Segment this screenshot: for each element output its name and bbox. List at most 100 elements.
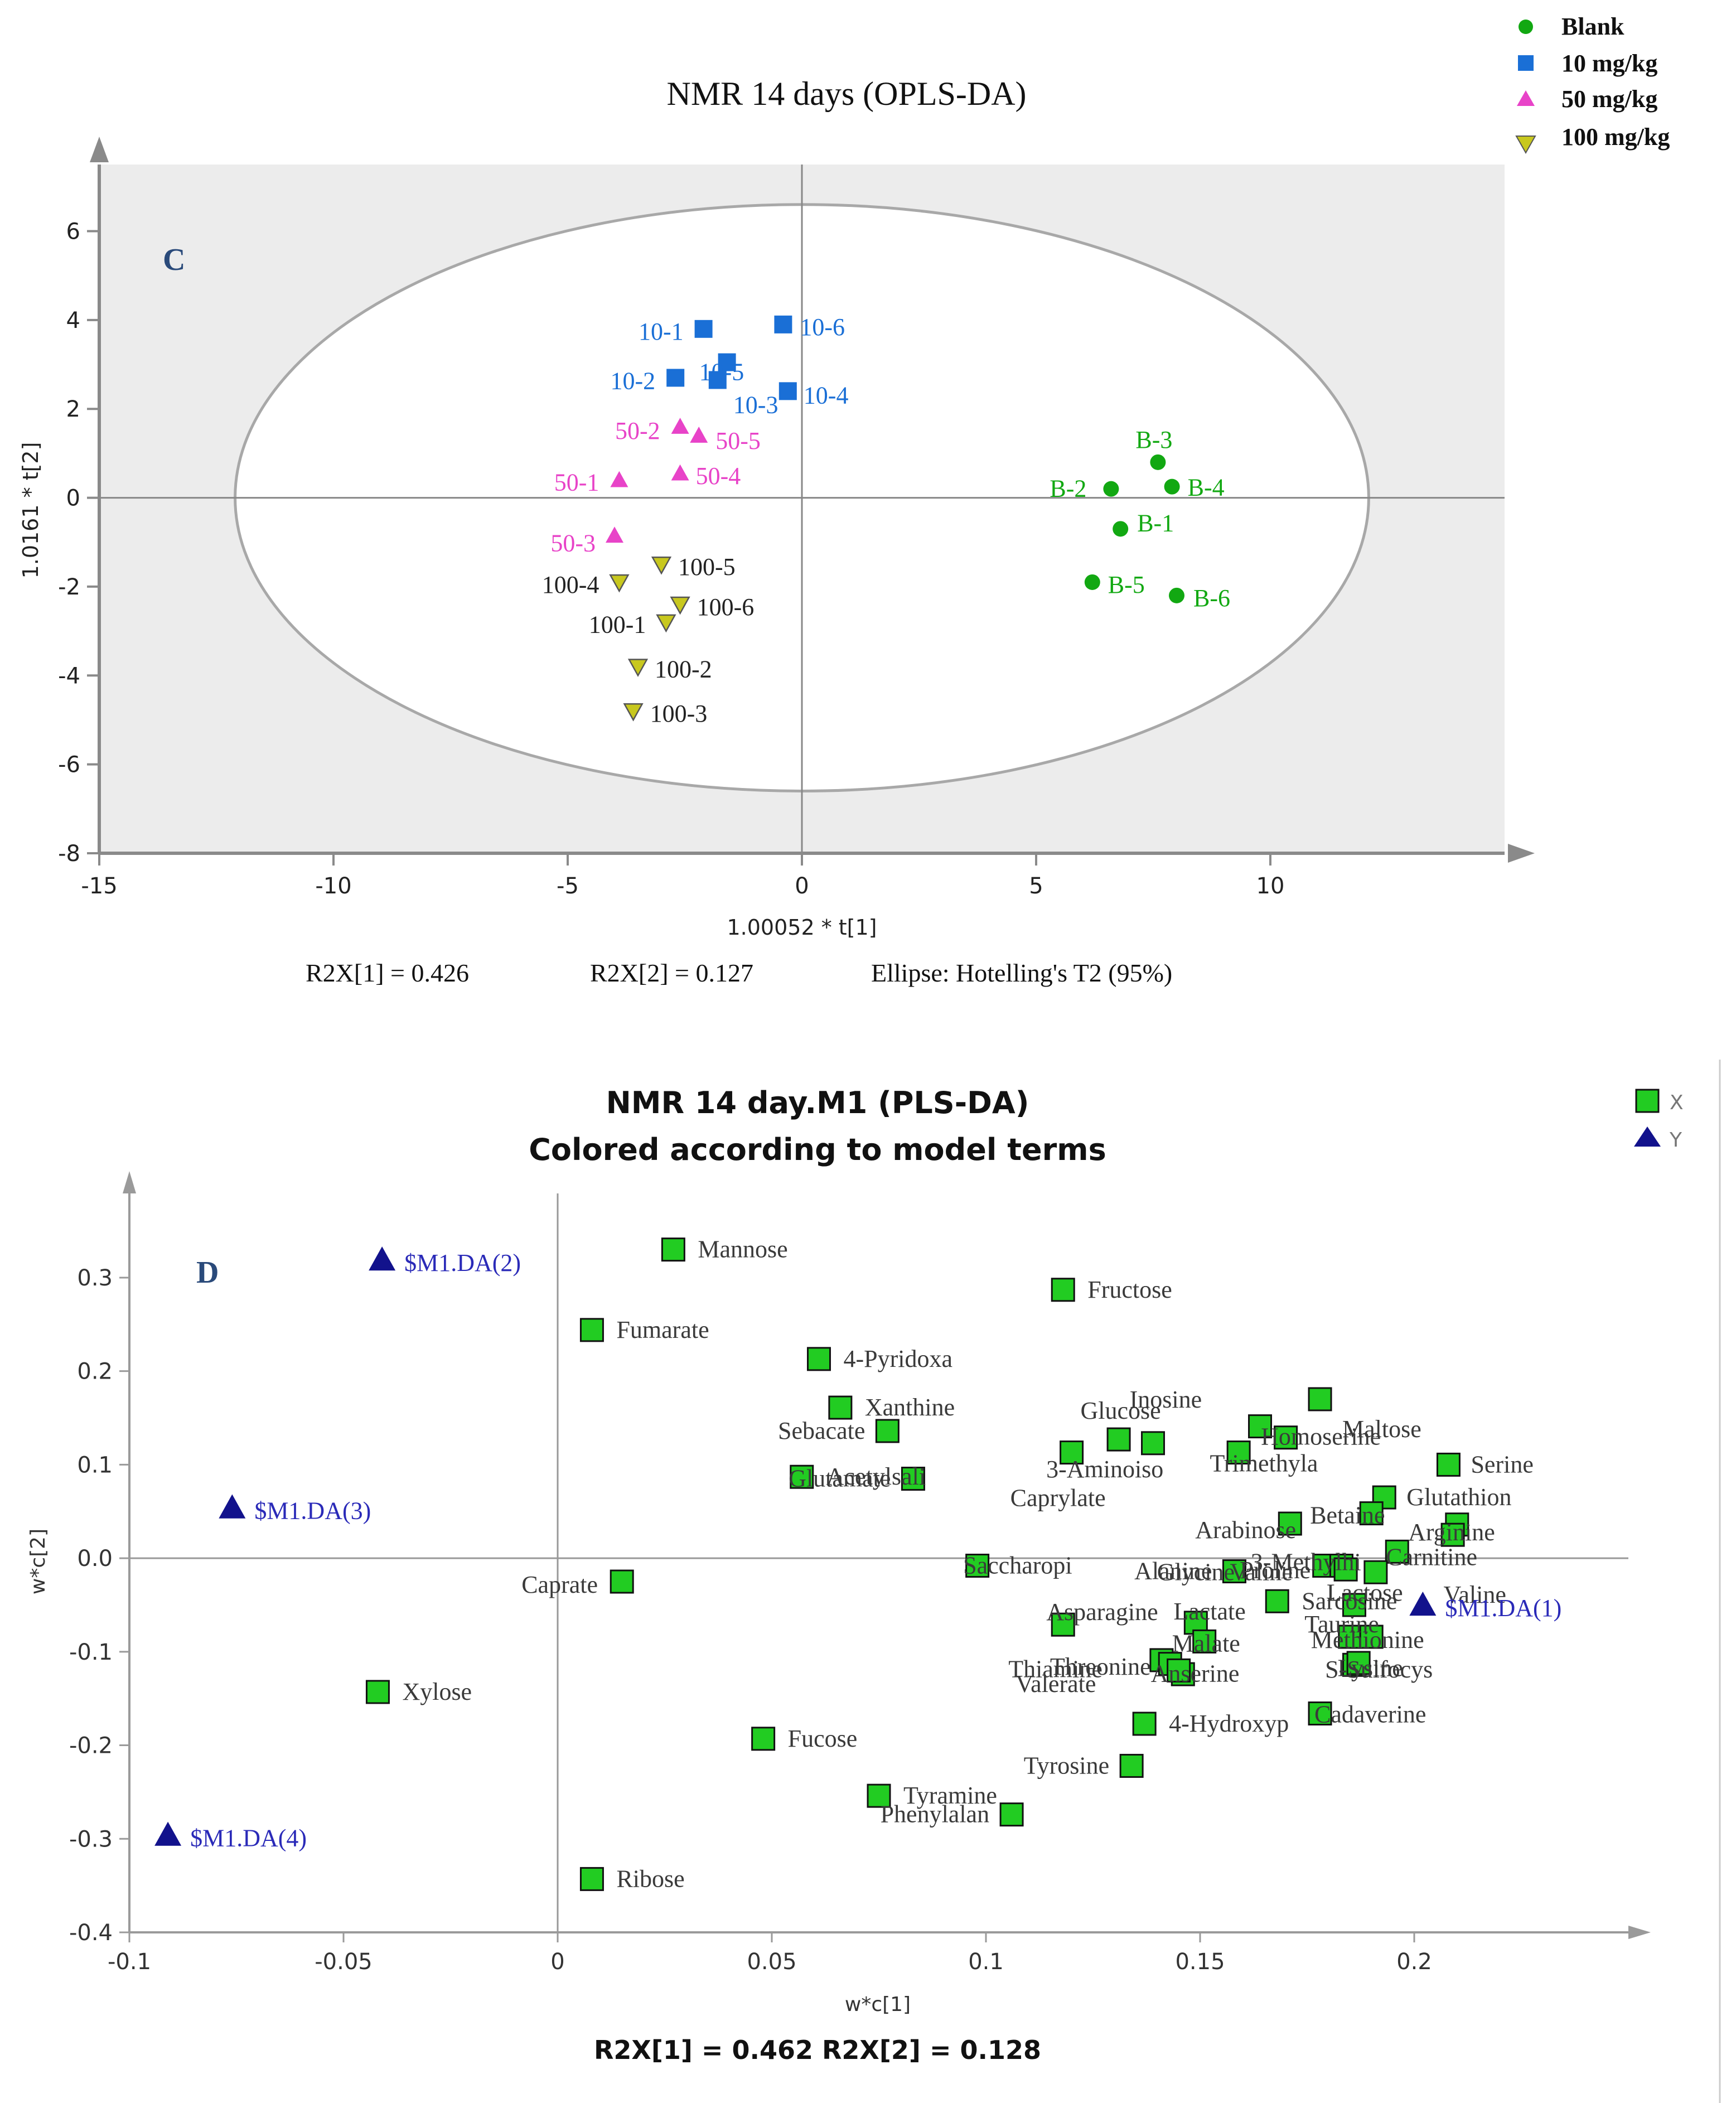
panel-c-point-label-b-6: B-6 [1193,584,1230,612]
panel-d-label-tyrosine-44: Tyrosine [1024,1752,1109,1779]
legend-label-10mg: 10 mg/kg [1561,50,1657,77]
panel-d-xtick-label: 0.05 [747,1949,796,1975]
panel-d-zero-lines [129,1193,1628,1932]
panel-d-label-4-pyridoxa-3: 4-Pyridoxa [843,1345,952,1372]
panel-d-point-anserine-39 [1167,1658,1191,1683]
panel-d-point-m1-da-4 [154,1821,182,1846]
panel-d-label-betaine-18: Betaine [1310,1502,1385,1529]
panel-c-xtick-label: 10 [1256,873,1285,899]
panel-d-ytick-label: -0.3 [69,1826,113,1852]
panel-d-xlabel: w*c[1] [845,1993,911,2016]
panel-c-point-label-100-2: 100-2 [655,655,712,683]
panel-d-point-caprate-28 [610,1569,634,1594]
panel-d-point-m1-da-1 [1409,1591,1437,1616]
panel-d-xtick-label: 0.1 [968,1949,1004,1975]
panel-d-ylabel: w*c[2] [27,1529,50,1594]
panel-d-point-methionine-34 [1338,1625,1362,1649]
legend-marker-x [1635,1089,1660,1113]
panel-d-label-threonine-36: Threonine [1050,1653,1151,1680]
panel-d-label-thiamine-37: Thiamine [1008,1656,1102,1683]
panel-d-point-mannose-0 [661,1237,685,1262]
panel-d-point-caprylate-8 [1060,1440,1084,1465]
panel-d-label-xylose-45: Xylose [402,1678,472,1705]
panel-d-label-fucose-46: Fucose [788,1725,858,1752]
panel-d-ytick-label: -0.2 [69,1733,113,1759]
panel-c-point-100-5 [651,557,672,575]
panel-c-point-label-100-1: 100-1 [589,611,646,639]
panel-c-ytick-label: -8 [58,841,80,867]
panel-c-point-50-4 [671,464,689,481]
panel-d-xtick-label: -0.05 [315,1949,373,1975]
panel-d-ytick-label: 0.2 [77,1359,113,1385]
panel-d-label-m1-da-1: $M1.DA(1) [1445,1594,1561,1622]
panel-d-xtick-label: 0.15 [1175,1949,1225,1975]
panel-d-point-m1-da-3 [219,1494,246,1519]
panel-d-label-glycine-25: Glycine [1157,1559,1235,1586]
panel-c-point-label-10-4: 10-4 [804,381,849,409]
panel-d-label-tyramine-47: Tyramine [903,1782,997,1809]
panel-d-point-s-sulfocys-41 [1346,1651,1371,1675]
panel-c-point-label-50-5: 50-5 [715,427,761,455]
panel-d-label-trimethyla-11: Trimethyla [1210,1450,1318,1477]
panel-d-label-valine-30: Valine [1443,1581,1506,1608]
panel-c-point-100-1 [656,614,676,633]
panel-d-label-caprate-28: Caprate [521,1571,598,1598]
panel-d-point-serine-15 [1436,1452,1461,1477]
panel-d-axes [123,1171,1651,1939]
panel-d-xtick-label: 0 [550,1949,564,1975]
panel-d-point-xanthine-4 [828,1395,853,1420]
panel-c-point-label-b-5: B-5 [1108,571,1145,598]
panel-d-label-carnitine-21: Carnitine [1386,1543,1477,1570]
panel-c-letter: C [163,243,185,277]
panel-d-point-xylose-45 [365,1680,390,1704]
panel-c-point-label-50-2: 50-2 [615,417,660,444]
panel-d-point-homoserine-13 [1226,1440,1251,1465]
panel-c-point-100-4 [609,574,630,593]
panel-c-point-100-6 [670,596,690,615]
panel-c-point-10-5 [718,353,736,371]
panel-c-point-label-10-5: 10-5 [699,359,744,386]
panel-d-point-sarcosine-29 [1265,1589,1289,1613]
panel-d-point-acetylsali-6 [790,1464,814,1489]
panel-d-label-methionine-34: Methionine [1311,1626,1424,1654]
panel-c-point-label-b-4: B-4 [1188,474,1225,501]
panel-d-label-4-hydroxyp-43: 4-Hydroxyp [1169,1710,1289,1737]
panel-d-label-asparagine-31: Asparagine [1046,1598,1158,1626]
legend-marker-50mg [1517,90,1535,106]
panel-d-label-m1-da-3: $M1.DA(3) [254,1497,371,1525]
panel-d-label-3-methylhi-19: 3-Methylhi [1251,1549,1361,1576]
panel-d-point-inosine-12 [1274,1425,1298,1450]
panel-c-ytick-label: 0 [66,486,80,511]
panel-c-point-label-50-4: 50-4 [696,462,741,490]
panel-c-point-label-100-5: 100-5 [678,553,736,581]
panel-c-point-label-b-3: B-3 [1135,426,1172,453]
legend-label-blank: Blank [1561,13,1624,40]
panel-d-point-betaine-18 [1359,1501,1384,1526]
panel-c-ytick-label: 2 [66,397,80,422]
panel-d-label-arginine-20: Arginine [1408,1519,1495,1546]
panel-d-label-glutamate-7: Glutamate [789,1465,891,1492]
panel-c-series-blank: B-1 B-2 B-3 B-4 B-5 B-6 [1050,426,1230,612]
panel-c-series-50-mg-kg: 50-1 50-2 50-3 50-4 50-5 [550,417,761,557]
panel-d-point-fumarate-2 [579,1318,604,1342]
panel-d-label-phenylalan-48: Phenylalan [881,1801,990,1828]
panel-c-point-50-3 [606,526,623,543]
panel-d-label-sebacate-5: Sebacate [778,1417,865,1444]
panel-c-ytick-label: -2 [58,574,80,600]
panel-c-point-b-5 [1084,574,1100,590]
panel-d-label-homoserine-13: Homoserine [1261,1423,1381,1451]
panel-d-point-maltose-14 [1308,1387,1332,1411]
panel-c-xtick-label: 0 [795,873,809,899]
panel-d-label-caprylate-8: Caprylate [1010,1485,1106,1512]
panel-d-point-valine-30 [1342,1593,1366,1617]
panel-d-point-fucose-46 [751,1727,776,1751]
panel-d-ytick-label: 0.1 [77,1452,113,1478]
panel-d-label-lactose-22: Lactose [1327,1579,1403,1606]
panel-d-y-arrow [123,1171,136,1193]
panel-d-point-glucose-10 [1141,1431,1166,1456]
panel-d-point-proline-27 [1333,1557,1358,1582]
panel-c-point-label-50-1: 50-1 [554,469,599,496]
panel-d-label-xanthine-4: Xanthine [865,1394,955,1421]
panel-c-ytick-label: -6 [58,752,80,778]
panel-d-label-glutathion-16: Glutathion [1406,1483,1511,1511]
